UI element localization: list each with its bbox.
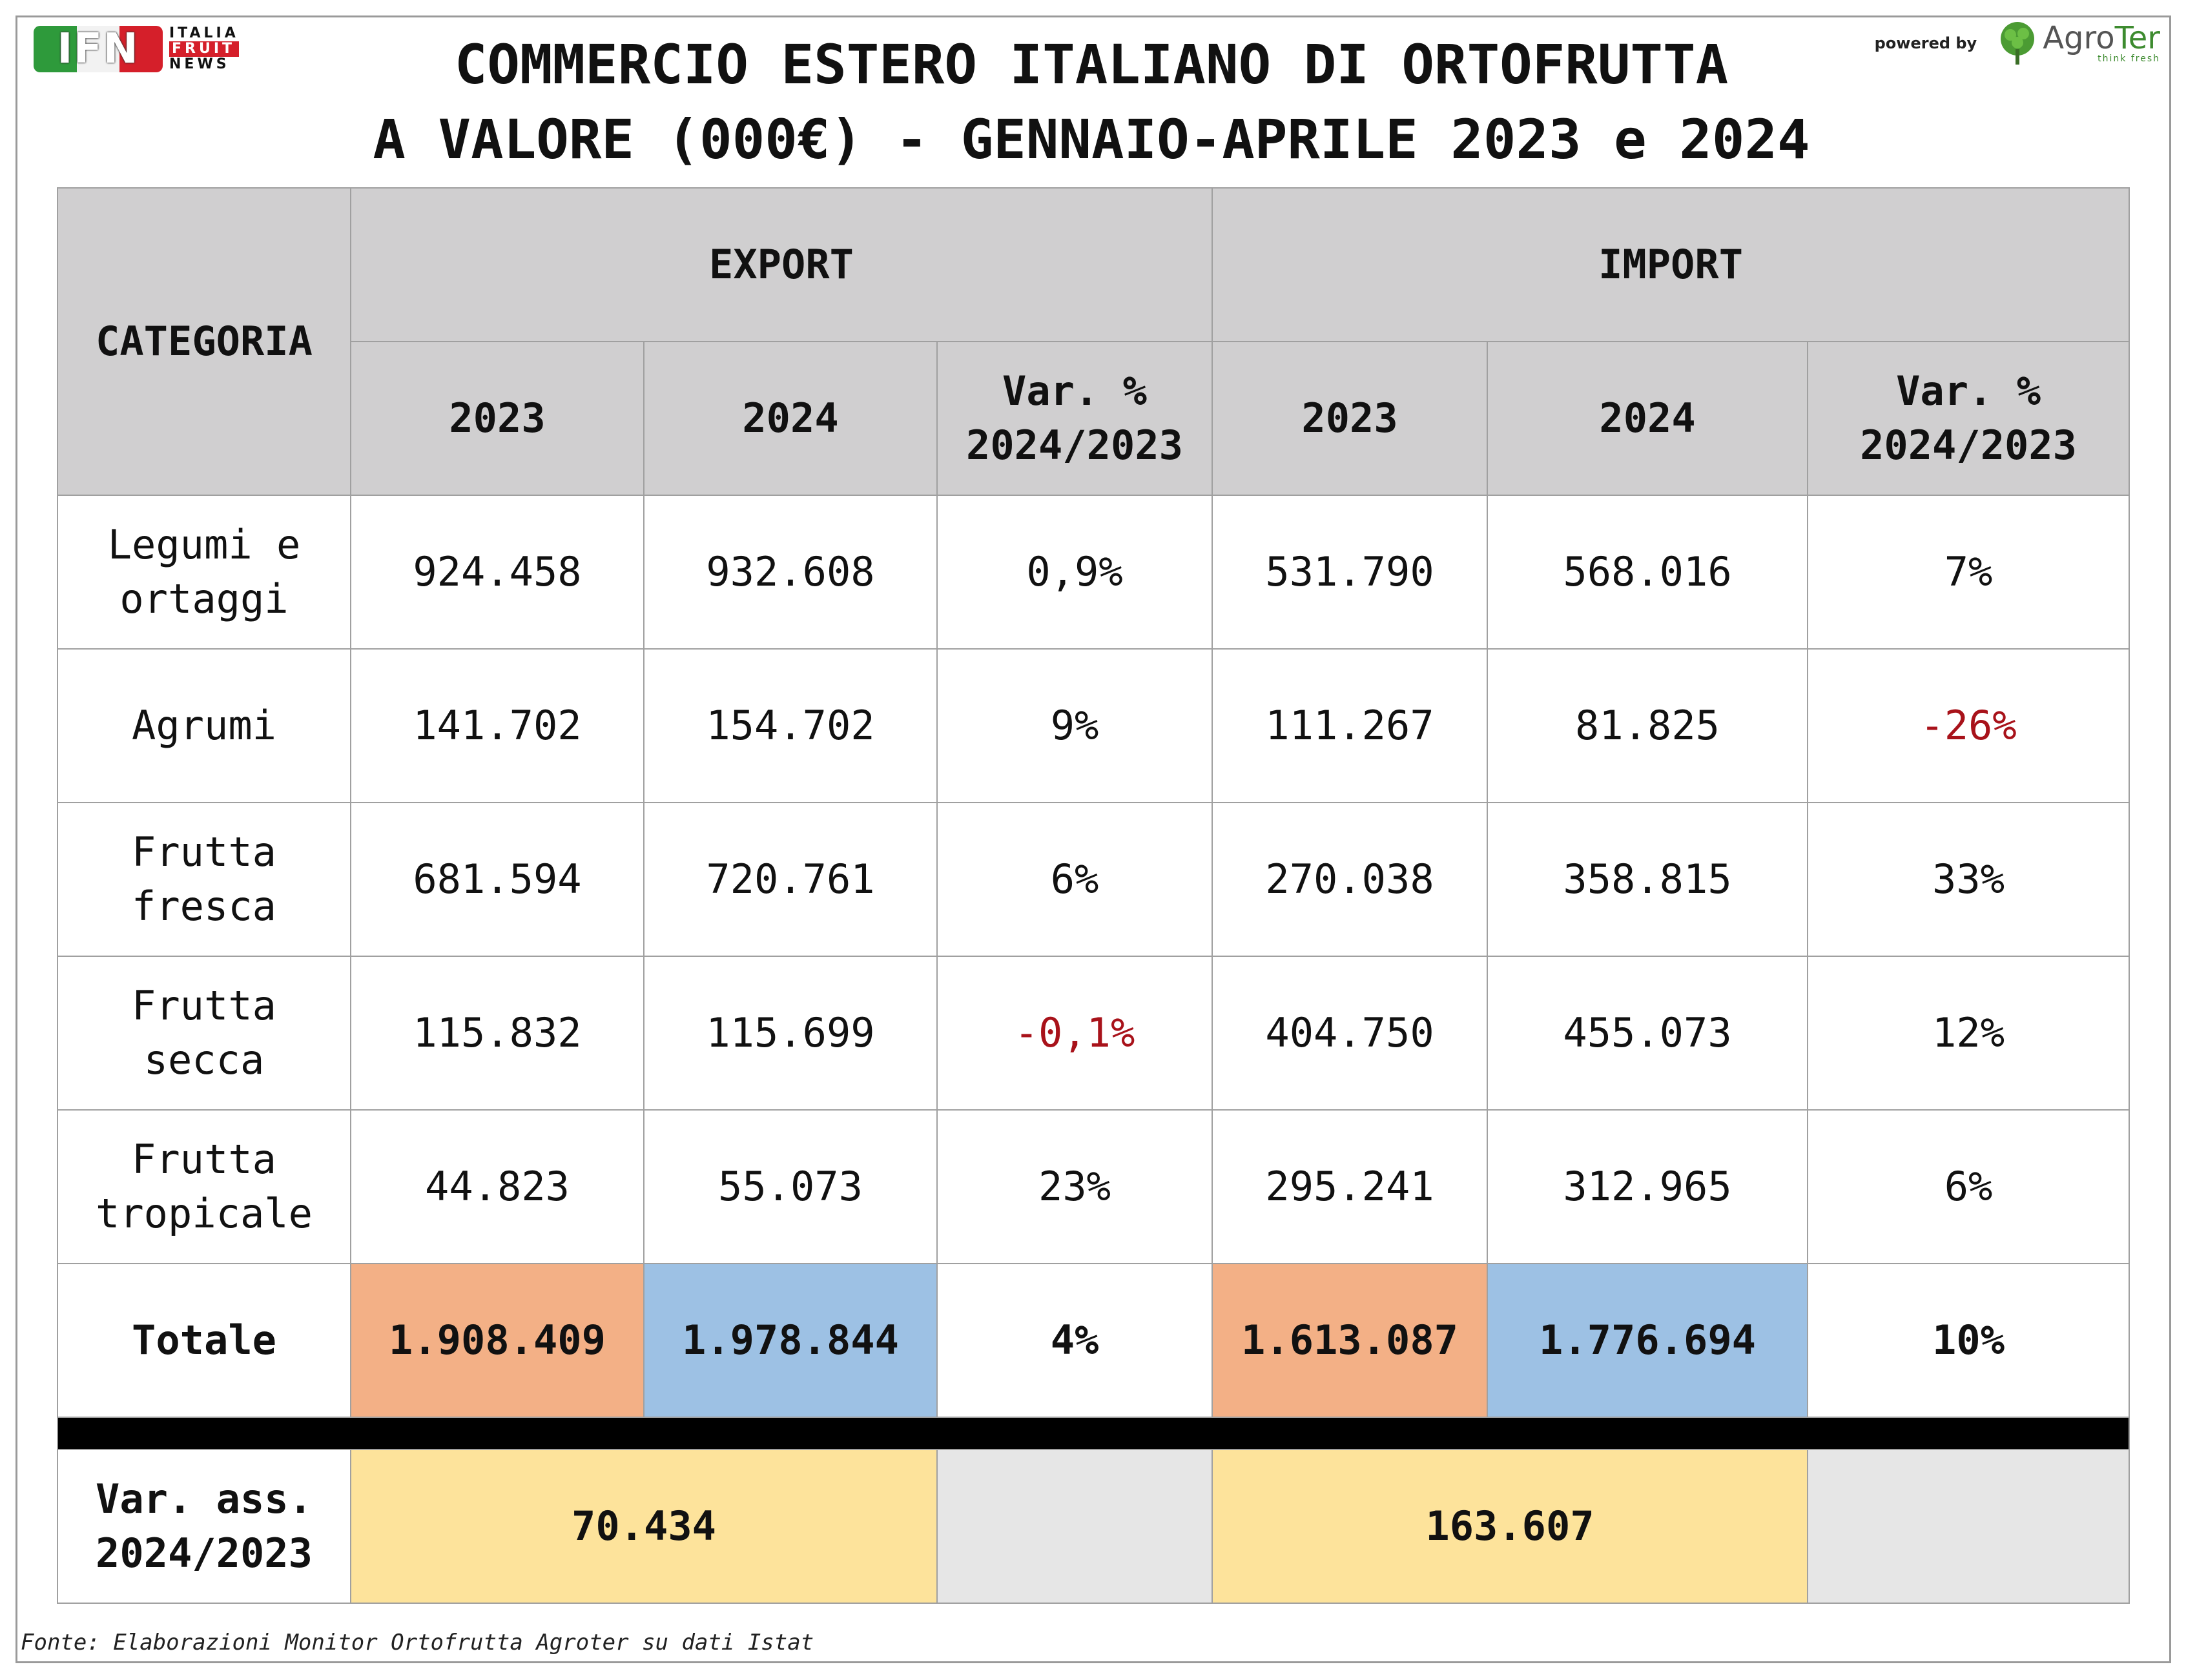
export-var-value: -0,1% — [936, 956, 1213, 1111]
export-2024-value: 154.702 — [643, 648, 938, 803]
agroter-logo: powered by AgroTer think fresh — [1875, 21, 2160, 66]
import-var-value: 12% — [1807, 956, 2130, 1111]
agroter-name: AgroTer — [2043, 20, 2160, 56]
table-row: Frutta tropicale 44.823 55.073 23% 295.2… — [57, 1109, 2130, 1264]
table-row: Frutta secca 115.832 115.699 -0,1% 404.7… — [57, 956, 2130, 1111]
export-2023-value: 44.823 — [350, 1109, 644, 1264]
row-category: Frutta tropicale — [57, 1109, 351, 1264]
import-2023-value: 111.267 — [1212, 648, 1489, 803]
powered-by-label: powered by — [1874, 34, 1977, 52]
ifn-word-fruit: FRUIT — [169, 41, 239, 57]
import-2024-value: 358.815 — [1487, 802, 1809, 957]
export-2023-value: 924.458 — [350, 495, 644, 650]
header-export-var: Var. % 2024/2023 — [936, 341, 1213, 496]
table-row: Legumi e ortaggi 924.458 932.608 0,9% 53… — [57, 495, 2130, 650]
var-ass-row: Var. ass. 2024/2023 70.434 163.607 — [57, 1449, 2130, 1604]
import-2023-value: 270.038 — [1212, 802, 1489, 957]
header-export-2024: 2024 — [643, 341, 938, 496]
header-import-2023: 2023 — [1212, 341, 1489, 496]
import-2023-value: 531.790 — [1212, 495, 1489, 650]
separator-cell — [56, 1417, 2130, 1450]
total-export-var: 4% — [936, 1263, 1213, 1418]
row-category: Frutta secca — [57, 956, 351, 1111]
export-var-value: 0,9% — [936, 495, 1213, 650]
import-var-value: 7% — [1807, 495, 2130, 650]
export-var-value: 6% — [936, 802, 1213, 957]
total-row: Totale 1.908.409 1.978.844 4% 1.613.087 … — [57, 1263, 2130, 1418]
header-import: IMPORT — [1212, 187, 2130, 342]
var-ass-import-empty — [1807, 1449, 2130, 1604]
chart-title: COMMERCIO ESTERO ITALIANO DI ORTOFRUTTA … — [168, 27, 2015, 177]
export-2024-value: 932.608 — [643, 495, 938, 650]
row-category: Frutta fresca — [57, 802, 351, 957]
ifn-mark: IFN — [34, 26, 163, 72]
header-import-var: Var. % 2024/2023 — [1807, 341, 2130, 496]
ifn-word-italia: ITALIA — [169, 25, 239, 41]
import-var-value: -26% — [1807, 648, 2130, 803]
export-2023-value: 681.594 — [350, 802, 644, 957]
title-line-2: A VALORE (000€) - GENNAIO-APRILE 2023 e … — [373, 108, 1810, 171]
ifn-word-news: NEWS — [169, 56, 230, 72]
total-export-2024: 1.978.844 — [643, 1263, 938, 1418]
import-var-value: 6% — [1807, 1109, 2130, 1264]
export-2024-value: 720.761 — [643, 802, 938, 957]
import-2024-value: 568.016 — [1487, 495, 1809, 650]
total-label: Totale — [57, 1263, 351, 1418]
export-var-value: 23% — [936, 1109, 1213, 1264]
header-categoria: CATEGORIA — [57, 187, 351, 496]
row-category: Agrumi — [57, 648, 351, 803]
data-table: CATEGORIA EXPORT IMPORT 2023 2024 Var. %… — [56, 187, 2130, 1604]
import-2023-value: 295.241 — [1212, 1109, 1489, 1264]
total-import-2024: 1.776.694 — [1487, 1263, 1809, 1418]
import-2023-value: 404.750 — [1212, 956, 1489, 1111]
var-ass-import: 163.607 — [1212, 1449, 1809, 1604]
export-var-value: 9% — [936, 648, 1213, 803]
agroter-tagline: think fresh — [2098, 54, 2160, 64]
outer-frame — [15, 15, 2171, 1663]
total-import-var: 10% — [1807, 1263, 2130, 1418]
table-row: Frutta fresca 681.594 720.761 6% 270.038… — [57, 802, 2130, 957]
table-row: Agrumi 141.702 154.702 9% 111.267 81.825… — [57, 648, 2130, 803]
header-import-2024: 2024 — [1487, 341, 1809, 496]
total-import-2023: 1.613.087 — [1212, 1263, 1489, 1418]
ifn-wordmark: ITALIA FRUIT NEWS — [169, 26, 239, 72]
tree-icon — [2001, 22, 2035, 65]
ifn-letters: IFN — [57, 26, 139, 72]
import-2024-value: 455.073 — [1487, 956, 1809, 1111]
import-var-value: 33% — [1807, 802, 2130, 957]
export-2024-value: 55.073 — [643, 1109, 938, 1264]
source-note: Fonte: Elaborazioni Monitor Ortofrutta A… — [21, 1630, 814, 1655]
header-export: EXPORT — [349, 187, 1213, 342]
total-export-2023: 1.908.409 — [350, 1263, 644, 1418]
export-2023-value: 115.832 — [350, 956, 644, 1111]
title-line-1: COMMERCIO ESTERO ITALIANO DI ORTOFRUTTA — [454, 33, 1729, 96]
export-2023-value: 141.702 — [350, 648, 644, 803]
ifn-logo: IFN ITALIA FRUIT NEWS — [34, 26, 239, 72]
header-export-2023: 2023 — [350, 341, 644, 496]
separator-bar — [56, 1417, 2130, 1450]
var-ass-export-empty — [936, 1449, 1213, 1604]
import-2024-value: 81.825 — [1487, 648, 1809, 803]
var-ass-export: 70.434 — [350, 1449, 938, 1604]
var-ass-label: Var. ass. 2024/2023 — [57, 1449, 351, 1604]
row-category: Legumi e ortaggi — [57, 495, 351, 650]
import-2024-value: 312.965 — [1487, 1109, 1809, 1264]
export-2024-value: 115.699 — [643, 956, 938, 1111]
